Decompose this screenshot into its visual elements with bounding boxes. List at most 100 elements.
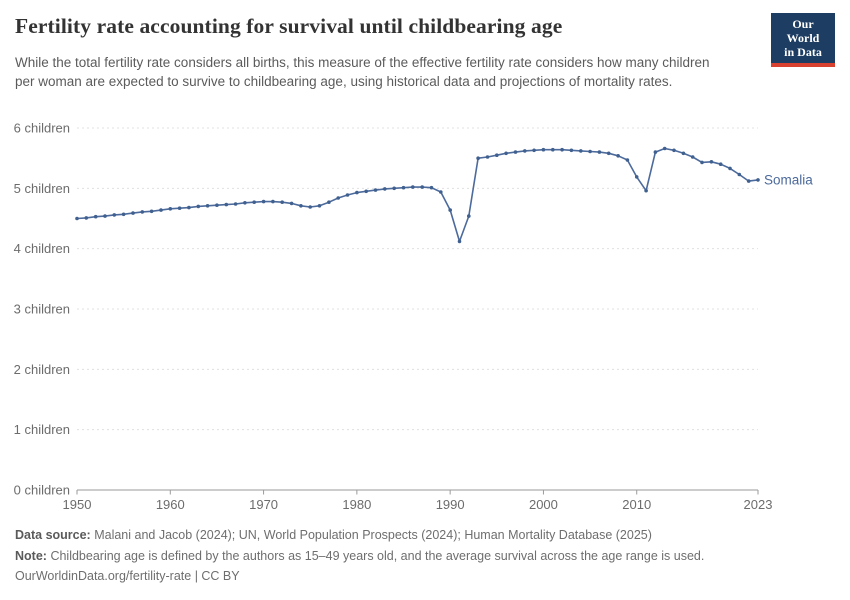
data-point <box>308 205 313 209</box>
y-tick-label: 0 children <box>14 483 70 498</box>
page-title: Fertility rate accounting for survival u… <box>15 14 563 38</box>
data-point <box>401 185 406 190</box>
chart-canvas: 0 children 1 children 2 children 3 children… <box>14 121 814 513</box>
data-point <box>75 216 79 221</box>
data-point <box>168 207 173 211</box>
data-point <box>513 150 518 154</box>
data-point <box>718 162 723 166</box>
license-link[interactable]: OurWorldinData.org/fertility-rate | CC B… <box>15 569 240 583</box>
data-point <box>84 216 89 220</box>
data-point <box>224 202 229 207</box>
y-tick-label: 1 children <box>14 422 70 437</box>
data-point <box>289 201 294 206</box>
owid-logo-line1: Our World <box>786 17 820 45</box>
data-point <box>541 147 546 152</box>
data-point <box>746 179 751 183</box>
data-point <box>523 149 527 153</box>
data-point <box>131 211 135 215</box>
data-point <box>345 193 350 197</box>
x-tick-label: 2023 <box>744 497 773 512</box>
data-point <box>373 188 378 192</box>
data-point <box>569 148 574 153</box>
license-line: OurWorldinData.org/fertility-rate | CC B… <box>15 566 704 587</box>
owid-logo[interactable]: Our World in Data <box>771 13 835 68</box>
data-point <box>205 204 210 208</box>
data-point <box>252 200 256 204</box>
x-tick-label: 2010 <box>622 497 651 512</box>
y-tick-label: 5 children <box>14 181 70 196</box>
data-source-line: Data source: Malani and Jacob (2024); UN… <box>15 525 704 546</box>
data-point <box>103 214 107 218</box>
data-point <box>196 204 201 209</box>
data-point <box>653 150 658 154</box>
data-point <box>355 190 359 195</box>
data-point <box>159 208 163 212</box>
data-point <box>439 190 443 194</box>
note-text: Childbearing age is defined by the autho… <box>50 548 705 563</box>
data-point <box>187 205 191 210</box>
data-point <box>93 214 98 219</box>
data-point <box>672 148 676 153</box>
data-point <box>411 185 415 189</box>
data-point <box>467 214 471 218</box>
data-point <box>233 202 238 206</box>
data-point <box>476 156 480 160</box>
data-point <box>140 210 145 214</box>
data-point <box>616 154 620 158</box>
data-point <box>588 149 592 154</box>
data-source-text: Malani and Jacob (2024); UN, World Popul… <box>94 528 652 542</box>
data-point <box>112 213 117 217</box>
data-point <box>504 151 508 156</box>
data-point <box>457 239 462 244</box>
data-point <box>327 200 331 204</box>
x-tick-label: 2000 <box>529 497 558 512</box>
x-tick-label: 1990 <box>436 497 465 512</box>
data-point <box>495 153 499 157</box>
data-point <box>560 147 564 152</box>
entity-label-somalia[interactable]: Somalia <box>764 172 813 187</box>
data-point <box>149 209 154 214</box>
data-point <box>737 172 742 177</box>
data-point <box>121 212 126 217</box>
data-point <box>709 160 714 164</box>
data-point <box>606 151 611 156</box>
data-point <box>532 148 536 153</box>
data-point <box>215 203 219 207</box>
line-somalia <box>76 147 759 243</box>
chart-footer: Data source: Malani and Jacob (2024); UN… <box>15 525 704 587</box>
data-point <box>551 147 555 152</box>
data-point <box>681 151 686 156</box>
data-point <box>579 149 583 153</box>
data-point <box>644 188 648 193</box>
data-point <box>448 208 453 212</box>
x-tick-label: 1950 <box>63 497 92 512</box>
x-tick-label: 1960 <box>156 497 185 512</box>
data-point <box>700 160 704 165</box>
note-label: Note: <box>15 548 47 563</box>
data-point <box>271 199 275 204</box>
data-point <box>299 204 303 208</box>
data-point <box>597 150 602 154</box>
data-point <box>317 204 322 208</box>
data-point <box>392 186 397 191</box>
data-point <box>280 200 285 204</box>
data-point <box>429 185 434 190</box>
data-point <box>177 206 182 210</box>
note-line: Note: Childbearing age is defined by the… <box>15 546 704 567</box>
data-point <box>756 178 760 182</box>
chart-subtitle: While the total fertility rate considers… <box>15 55 710 89</box>
x-tick-label: 1980 <box>342 497 371 512</box>
y-tick-label: 3 children <box>14 302 70 317</box>
data-point <box>364 189 369 194</box>
data-point <box>261 199 266 204</box>
data-point <box>690 155 695 159</box>
y-tick-label: 2 children <box>14 362 70 377</box>
y-tick-label: 6 children <box>14 121 70 136</box>
data-point <box>243 201 247 205</box>
x-tick-label: 1970 <box>249 497 278 512</box>
data-point <box>662 146 667 151</box>
data-point <box>383 187 387 191</box>
y-tick-label: 4 children <box>14 241 70 256</box>
owid-logo-line2: in Data <box>784 44 822 59</box>
